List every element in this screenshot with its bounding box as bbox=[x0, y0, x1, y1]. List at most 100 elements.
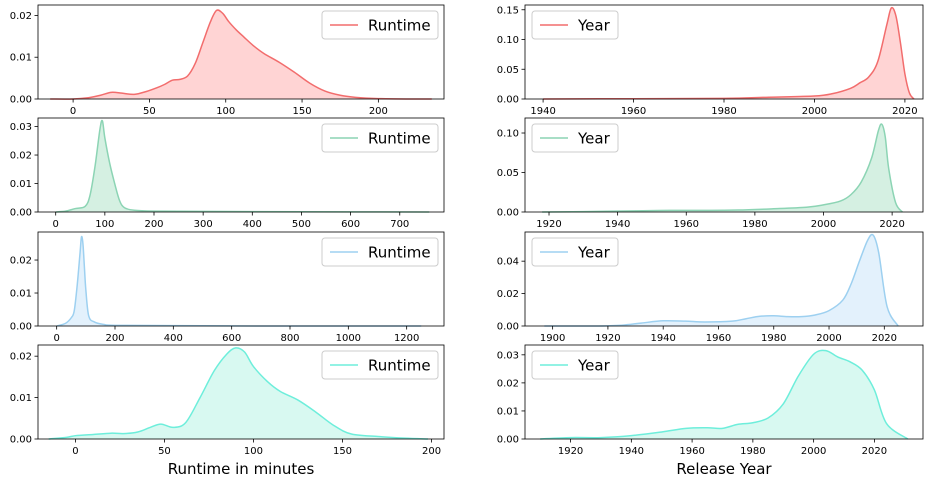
x-tick-label: 400 bbox=[243, 219, 262, 230]
x-tick-label: 100 bbox=[95, 219, 114, 230]
legend-box bbox=[321, 10, 439, 40]
legend-box bbox=[321, 123, 439, 153]
chart-panel-6: 1900 1920 1940 1960 1980 2000 2020 0.00 0.02 0.04… bbox=[497, 231, 924, 344]
y-tick-label: 0.01 bbox=[10, 289, 32, 300]
chart-panel-2: 1940 1960 1980 2000 2020 0.00 0.05 0.10 0.15 Year bbox=[497, 4, 924, 117]
chart-panel-3: 0 100 200 300 400 500 600 700 0.00 0.01 0.02 0.03 Ru… bbox=[10, 117, 445, 230]
legend-box bbox=[321, 350, 439, 380]
density-fill bbox=[544, 234, 899, 327]
density-fill bbox=[55, 120, 430, 212]
x-tick-label: 600 bbox=[341, 219, 360, 230]
legend-label: Year bbox=[577, 357, 611, 375]
x-tick-label: 1940 bbox=[650, 333, 675, 344]
density-line bbox=[540, 349, 909, 440]
axes-frame bbox=[37, 4, 445, 100]
density-fill bbox=[540, 350, 908, 439]
axes-frame bbox=[524, 344, 924, 440]
density-fill bbox=[50, 10, 432, 100]
x-tick-label: 700 bbox=[390, 219, 409, 230]
y-tick-label: 0.10 bbox=[497, 35, 519, 46]
x-tick-label: 150 bbox=[293, 106, 312, 117]
chart-panel-4: 1920 1940 1960 1980 2000 2020 0.00 0.05 0.10 Year bbox=[497, 117, 924, 230]
x-tick-label: 1980 bbox=[742, 219, 767, 230]
x-axis-label: Release Year bbox=[676, 460, 772, 478]
x-tick-label: 1920 bbox=[536, 219, 561, 230]
x-tick-label: 400 bbox=[164, 333, 183, 344]
x-tick-label: 150 bbox=[333, 446, 352, 457]
y-tick-label: 0.02 bbox=[10, 11, 32, 22]
legend-label: Year bbox=[577, 17, 611, 35]
density-fill bbox=[543, 7, 914, 99]
x-tick-label: 2020 bbox=[879, 219, 904, 230]
axes-frame bbox=[37, 117, 445, 213]
y-tick-label: 0.02 bbox=[10, 151, 32, 162]
x-tick-label: 1000 bbox=[336, 333, 361, 344]
legend: Runtime bbox=[321, 10, 439, 40]
legend-box bbox=[531, 10, 619, 40]
legend: Year bbox=[531, 237, 619, 267]
y-tick-label: 0.03 bbox=[10, 122, 32, 133]
legend-label: Runtime bbox=[368, 244, 431, 262]
x-tick-label: 200 bbox=[105, 333, 124, 344]
x-tick-label: 1920 bbox=[595, 333, 620, 344]
y-tick-label: 0.00 bbox=[10, 95, 32, 106]
x-tick-label: 0 bbox=[53, 333, 59, 344]
axes-frame bbox=[524, 231, 924, 327]
x-tick-label: 1940 bbox=[605, 219, 630, 230]
y-tick-label: 0.10 bbox=[497, 129, 519, 140]
y-tick-label: 0.00 bbox=[10, 208, 32, 219]
x-tick-label: 2000 bbox=[811, 219, 836, 230]
y-tick-label: 0.00 bbox=[10, 322, 32, 333]
axes-frame bbox=[37, 231, 445, 327]
x-tick-label: 1980 bbox=[711, 106, 736, 117]
x-tick-label: 1960 bbox=[706, 333, 731, 344]
x-tick-label: 600 bbox=[222, 333, 241, 344]
y-tick-label: 0.05 bbox=[497, 65, 519, 76]
legend-label: Year bbox=[577, 130, 611, 148]
axes-frame bbox=[37, 344, 445, 440]
axes-frame bbox=[524, 117, 924, 213]
chart-panel-5: 0 200 400 600 800 1000 1200 0.00 0.01 0.02 Runtime bbox=[10, 231, 445, 344]
x-tick-label: 1960 bbox=[674, 219, 699, 230]
y-tick-label: 0.02 bbox=[497, 378, 519, 389]
x-tick-label: 2020 bbox=[872, 333, 897, 344]
legend-label: Runtime bbox=[368, 357, 431, 375]
y-tick-label: 0.00 bbox=[10, 435, 32, 446]
legend: Year bbox=[531, 350, 619, 380]
y-tick-label: 0.00 bbox=[497, 208, 519, 219]
legend-box bbox=[531, 237, 619, 267]
chart-panel-1: 0 50 100 150 200 0.00 0.01 0.02 Runtime bbox=[10, 4, 445, 117]
y-tick-label: 0.01 bbox=[497, 406, 519, 417]
density-fill bbox=[48, 347, 428, 439]
y-tick-label: 0.03 bbox=[497, 350, 519, 361]
y-tick-label: 0.15 bbox=[497, 5, 519, 16]
x-tick-label: 0 bbox=[72, 446, 78, 457]
legend-label: Runtime bbox=[368, 17, 431, 35]
y-tick-label: 0.00 bbox=[497, 322, 519, 333]
x-tick-label: 100 bbox=[216, 106, 235, 117]
x-tick-label: 1920 bbox=[558, 446, 583, 457]
x-tick-label: 200 bbox=[369, 106, 388, 117]
legend: Runtime bbox=[321, 237, 439, 267]
x-axis-label: Runtime in minutes bbox=[168, 460, 315, 478]
x-tick-label: 2000 bbox=[802, 106, 827, 117]
y-tick-label: 0.02 bbox=[10, 352, 32, 363]
x-tick-label: 2000 bbox=[816, 333, 841, 344]
x-tick-label: 0 bbox=[53, 219, 59, 230]
x-tick-label: 2020 bbox=[892, 106, 917, 117]
x-tick-label: 2020 bbox=[862, 446, 887, 457]
x-tick-label: 50 bbox=[143, 106, 156, 117]
x-tick-label: 50 bbox=[158, 446, 171, 457]
x-tick-label: 0 bbox=[70, 106, 76, 117]
density-line bbox=[542, 123, 904, 213]
chart-panel-7: 0 50 100 150 200 0.00 0.01 0.02 Runtime Runtime i… bbox=[10, 344, 445, 478]
y-tick-label: 0.02 bbox=[10, 256, 32, 267]
density-line bbox=[544, 233, 899, 327]
legend: Runtime bbox=[321, 123, 439, 153]
y-tick-label: 0.02 bbox=[497, 289, 519, 300]
y-tick-label: 0.00 bbox=[497, 435, 519, 446]
x-tick-label: 1980 bbox=[761, 333, 786, 344]
x-tick-label: 1940 bbox=[530, 106, 555, 117]
legend: Year bbox=[531, 10, 619, 40]
